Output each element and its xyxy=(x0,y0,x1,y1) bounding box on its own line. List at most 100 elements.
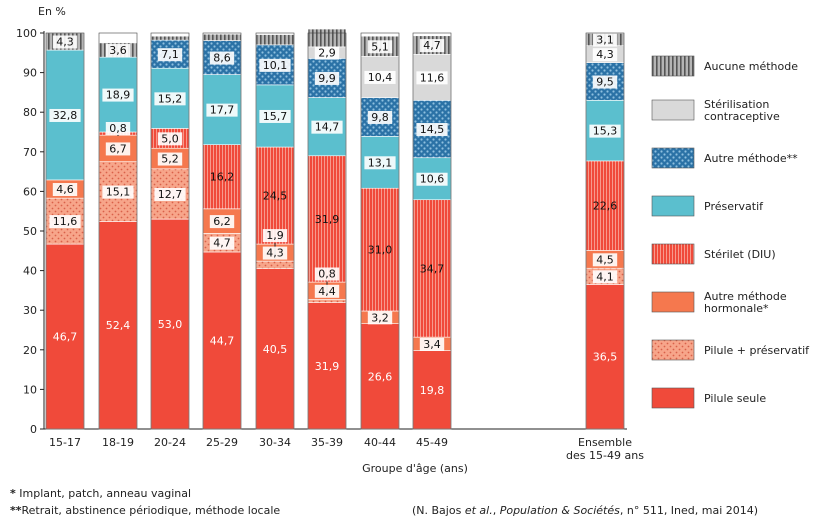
data-label: 44,7 xyxy=(210,334,235,347)
data-label: 1,9 xyxy=(266,229,284,242)
data-label-bg xyxy=(314,71,340,85)
bar-segment-aucune-methode xyxy=(202,33,242,41)
data-label-bg xyxy=(157,48,183,62)
data-label: 4,3 xyxy=(266,247,284,260)
data-label-bg xyxy=(416,71,448,85)
data-label: 0,8 xyxy=(109,122,127,135)
x-tick-label: 20-24 xyxy=(154,436,186,449)
data-label-bg xyxy=(592,253,618,267)
x-tick-label: 40-44 xyxy=(364,436,396,449)
legend-swatch xyxy=(651,291,695,313)
source-etal: et al. xyxy=(464,504,493,517)
data-label: 4,7 xyxy=(423,39,441,52)
data-label-bg xyxy=(262,229,288,243)
legend-label: Stérilisation xyxy=(704,98,769,111)
bar-segment-pilule-preservatif xyxy=(307,299,347,303)
data-label: 34,7 xyxy=(420,262,445,275)
data-label: 9,5 xyxy=(596,76,614,89)
bar-outline xyxy=(45,32,85,430)
legend-swatch xyxy=(651,339,695,361)
data-label: 6,2 xyxy=(213,215,231,228)
footnote-2-text: Retrait, abstinence périodique, méthode … xyxy=(21,504,281,517)
data-label-bg xyxy=(52,35,78,49)
data-label: 9,8 xyxy=(371,111,389,124)
data-label-bg xyxy=(367,311,393,325)
bar-segment-pilule-seule xyxy=(45,243,85,430)
legend-swatch xyxy=(651,147,695,169)
x-tick-label: 25-29 xyxy=(206,436,238,449)
data-label: 4,1 xyxy=(596,270,614,283)
data-label-bg xyxy=(206,103,238,117)
y-tick-label: 10 xyxy=(23,383,37,396)
x-tick-label: des 15-49 ans xyxy=(566,449,644,462)
bar-outline xyxy=(255,32,295,430)
data-label: 15,7 xyxy=(263,110,288,123)
data-label-bg xyxy=(157,152,183,166)
bar-outline xyxy=(202,32,242,430)
data-label: 15,2 xyxy=(158,92,183,105)
data-label: 4,3 xyxy=(56,36,74,49)
data-label-bg xyxy=(262,246,288,260)
bar-outline xyxy=(307,32,347,430)
data-label-bg xyxy=(105,142,131,156)
y-tick-label: 90 xyxy=(23,67,37,80)
data-label: 2,9 xyxy=(318,47,336,60)
data-label: 22,6 xyxy=(593,200,618,213)
bar-segment-sterilet-diu xyxy=(255,146,295,245)
data-label-bg xyxy=(589,124,621,138)
legend-label: hormonale* xyxy=(704,302,769,315)
data-label: 3,4 xyxy=(423,338,441,351)
source-note: (N. Bajos et al., Population & Sociétés,… xyxy=(412,504,758,517)
bar-segment-aucune-methode xyxy=(150,35,190,41)
legend-label: contraceptive xyxy=(704,110,780,123)
bar-segment-sterilet-diu xyxy=(202,144,242,210)
x-tick-label: 30-34 xyxy=(259,436,291,449)
legend-swatch xyxy=(651,387,695,409)
legend-swatch xyxy=(651,195,695,217)
data-label: 5,2 xyxy=(161,153,179,166)
data-label-bg xyxy=(259,58,291,72)
y-tick-label: 60 xyxy=(23,185,37,198)
source-prefix: (N. Bajos xyxy=(412,504,465,517)
data-label: 3,2 xyxy=(371,311,389,324)
data-label: 4,7 xyxy=(213,237,231,250)
data-label: 16,2 xyxy=(210,171,235,184)
data-label: 5,0 xyxy=(161,132,179,145)
y-tick-label: 30 xyxy=(23,304,37,317)
bar-segment-pilule-seule xyxy=(98,221,138,430)
data-label: 31,0 xyxy=(368,244,393,257)
data-label: 26,6 xyxy=(368,370,393,383)
data-label: 14,5 xyxy=(420,123,445,136)
data-label-bg xyxy=(102,88,134,102)
data-label: 31,9 xyxy=(315,213,340,226)
data-label: 4,6 xyxy=(56,183,74,196)
data-label: 40,5 xyxy=(263,343,288,356)
y-tick-label: 0 xyxy=(30,423,37,436)
data-label-bg xyxy=(102,185,134,199)
bar-segment-sterilet-diu xyxy=(412,199,452,338)
data-label: 4,5 xyxy=(596,253,614,266)
y-tick-label: 20 xyxy=(23,344,37,357)
data-label-bg xyxy=(209,236,235,250)
x-tick-label: Ensemble xyxy=(578,436,632,449)
data-label-bg xyxy=(49,215,81,229)
x-tick-label: 18-19 xyxy=(102,436,134,449)
data-label: 32,8 xyxy=(53,109,78,122)
data-label: 31,9 xyxy=(315,360,340,373)
legend-label: Autre méthode xyxy=(704,290,787,303)
data-label: 36,5 xyxy=(593,351,618,364)
data-label: 4,3 xyxy=(596,48,614,61)
data-label-bg xyxy=(364,156,396,170)
x-tick-label: 45-49 xyxy=(416,436,448,449)
data-label: 0,8 xyxy=(318,268,336,281)
footnote-1-text: Implant, patch, anneau vaginal xyxy=(19,487,192,500)
x-tick-label: 15-17 xyxy=(49,436,81,449)
bar-outline xyxy=(150,32,190,430)
data-label: 3,6 xyxy=(109,44,127,57)
data-label-bg xyxy=(367,110,393,124)
legend-label: Autre méthode** xyxy=(704,152,798,165)
legend-label: Pilule + préservatif xyxy=(704,344,810,357)
y-tick-label: 80 xyxy=(23,106,37,119)
data-label: 52,4 xyxy=(106,319,131,332)
data-label: 4,4 xyxy=(318,285,336,298)
